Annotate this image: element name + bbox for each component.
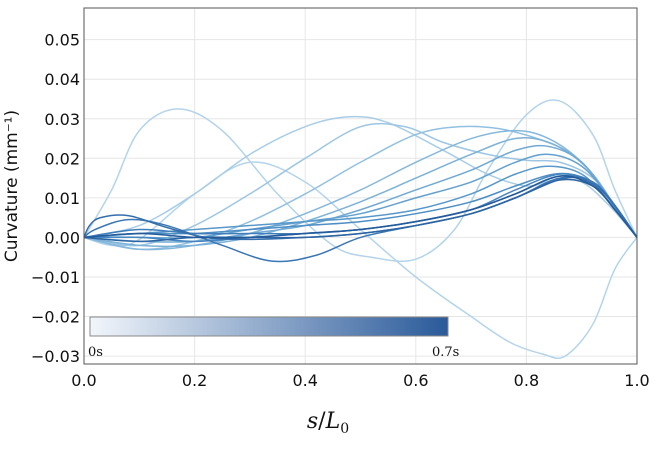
plot-frame [83,7,638,365]
y-tick-label: −0.01 [31,268,80,287]
x-tick-label: 0.2 [182,371,207,390]
y-tick-label: 0.03 [44,110,80,129]
x-axis-title-var: s [307,409,318,434]
grid-lines [83,8,638,364]
y-tick-label: 0.01 [44,189,80,208]
series-line-13 [84,176,637,263]
x-tick-label: 0.0 [71,371,96,390]
x-tick-label: 0.6 [403,371,428,390]
series-line-1 [84,161,637,359]
x-tick-labels: 0.0 0.2 0.4 0.6 0.8 1.0 [71,371,649,390]
series-group [84,99,637,359]
y-tick-labels: −0.03 −0.02 −0.01 0.00 0.01 0.02 0.03 0.04 0.05 [31,31,80,366]
x-axis-title-sub: 0 [340,421,349,437]
y-axis-title: Curvature (mm⁻¹) [2,110,22,262]
series-line-3 [84,122,637,247]
x-axis-title-base: L [325,409,341,434]
series-line-0 [84,99,637,262]
x-axis-title-sep: / [318,409,326,434]
x-axis-title: s/L0 [307,409,349,437]
y-tick-label: −0.03 [31,347,80,366]
y-tick-label: 0.00 [44,228,80,247]
y-tick-label: −0.02 [31,308,80,327]
series-line-9 [84,165,637,239]
y-tick-label: 0.04 [44,70,80,89]
colorbar: 0s 0.7s [88,316,459,360]
colorbar-start-label: 0s [88,345,103,360]
y-tick-label: 0.02 [44,149,80,168]
x-tick-label: 0.4 [292,371,317,390]
y-tick-label: 0.05 [44,31,80,50]
x-tick-label: 1.0 [624,371,649,390]
colorbar-end-label: 0.7s [432,345,459,360]
x-tick-label: 0.8 [514,371,539,390]
colorbar-gradient [89,316,449,337]
series-line-16 [84,175,637,239]
